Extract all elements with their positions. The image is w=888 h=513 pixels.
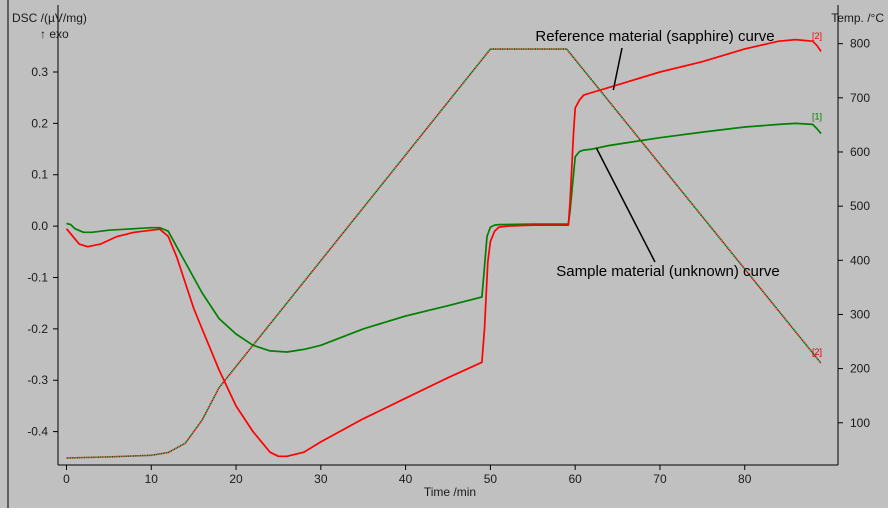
- y-tick-label: -0.4: [27, 425, 48, 439]
- sample-curve-pointer: [595, 147, 656, 263]
- reference-curve-pointer: [612, 47, 623, 91]
- y-tick-label: 0.2: [31, 116, 48, 130]
- y2-tick-label: 100: [850, 416, 870, 430]
- y2-tick-label: 200: [850, 362, 870, 376]
- y2-tick-label: 300: [850, 307, 870, 321]
- y2-tick-label: 800: [850, 37, 870, 51]
- y2-tick-label: 500: [850, 199, 870, 213]
- annotations: Reference material (sapphire) curve Sampl…: [535, 28, 779, 280]
- y-tick-label: -0.2: [27, 322, 48, 336]
- y-axis-exo-label: ↑ exo: [40, 27, 69, 41]
- dsc-curve-2: [66, 122, 822, 353]
- sample-curve-annotation: Sample material (unknown) curve: [556, 263, 779, 280]
- y2-tick-label: 700: [850, 91, 870, 105]
- x-tick-label: 10: [145, 472, 159, 486]
- x-axis-label: Time /min: [424, 485, 476, 499]
- x-tick-label: 80: [738, 472, 752, 486]
- y-tick-label: 0.0: [31, 219, 48, 233]
- y-tick-label: 0.1: [31, 168, 48, 182]
- temperature-curve-3: [66, 48, 822, 459]
- x-tick-label: 20: [229, 472, 243, 486]
- y-tick-label: -0.1: [27, 270, 48, 284]
- y-tick-label: -0.3: [27, 373, 48, 387]
- curve-tag-label: [1]: [812, 111, 822, 121]
- y-axis-label: DSC /(µV/mg): [12, 11, 87, 25]
- reference-curve-annotation: Reference material (sapphire) curve: [535, 28, 774, 45]
- x-tick-label: 0: [63, 472, 70, 486]
- curve-tag-label: [2]: [812, 31, 822, 41]
- y2-tick-label: 400: [850, 253, 870, 267]
- x-tick-label: 50: [484, 472, 498, 486]
- y-tick-label: 0.3: [31, 65, 48, 79]
- axes: -0.4-0.3-0.2-0.10.00.10.20.3100200300400…: [27, 5, 870, 486]
- x-tick-label: 40: [399, 472, 413, 486]
- x-tick-label: 70: [653, 472, 667, 486]
- temperature-curve-4: [66, 48, 822, 459]
- x-tick-label: 30: [314, 472, 328, 486]
- x-tick-label: 60: [568, 472, 582, 486]
- y2-axis-label: Temp. /°C: [831, 11, 884, 25]
- y2-tick-label: 600: [850, 145, 870, 159]
- curve-tag-label: [2]: [812, 347, 822, 357]
- dsc-curve-1: [65, 38, 822, 458]
- series-group: [2] [1] [2]: [65, 31, 822, 459]
